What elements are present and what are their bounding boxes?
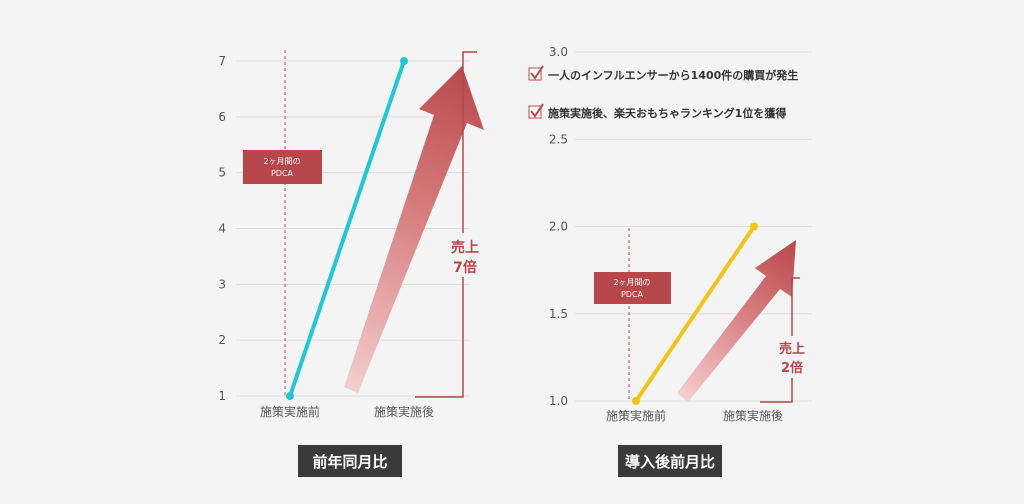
y-tick-labels: 1 2 3 4 5 6 7 (218, 54, 226, 403)
growth-label-line1: 売上 (779, 341, 805, 357)
growth-label-bg (447, 233, 479, 277)
pdca-box-line2: PDCA (621, 290, 644, 299)
y-tick-label: 4 (218, 222, 226, 236)
growth-label-bg (773, 336, 811, 378)
data-point (632, 397, 640, 405)
y-tick-label: 1.5 (549, 307, 568, 321)
pdca-box: 2ヶ月間の PDCA (594, 272, 671, 304)
growth-label-line2: 2倍 (781, 360, 803, 376)
series-sales (632, 222, 758, 405)
check-mark-icon (530, 103, 544, 118)
growth-label-line1: 売上 (451, 239, 479, 256)
series-line (634, 224, 756, 403)
checklist-item: 一人のインフルエンサーから1400件の購買が発生 (528, 65, 798, 82)
growth-bracket (415, 51, 477, 398)
checklist-item: 施策実施後、楽天おもちゃランキング1位を獲得 (528, 103, 786, 120)
x-tick-label: 施策実施前 (606, 408, 666, 423)
caption-bg (618, 445, 722, 477)
y-tick-label: 2 (218, 333, 226, 347)
pdca-box-bg (243, 150, 322, 184)
y-tick-label: 6 (218, 110, 226, 124)
caption-bg (298, 445, 402, 477)
x-tick-label: 施策実施後 (723, 408, 783, 423)
caption: 導入後前月比 (625, 453, 715, 471)
y-tick-label: 2.5 (549, 132, 568, 146)
caption: 前年同月比 (312, 453, 387, 471)
y-tick-label: 3 (218, 277, 226, 291)
series-line (288, 59, 406, 398)
growth-label-line2: 7倍 (453, 259, 477, 276)
y-tick-label: 1.0 (549, 394, 568, 408)
checkbox-icon (528, 67, 542, 81)
growth-arrow (677, 240, 796, 402)
y-tick-label: 7 (218, 54, 226, 68)
pdca-box-line1: 2ヶ月間の (263, 157, 300, 166)
growth-arrow (344, 66, 484, 393)
data-point (400, 57, 408, 65)
pdca-box: 2ヶ月間の PDCA (243, 150, 322, 184)
y-tick-labels: 1.0 1.5 2.0 2.5 3.0 (549, 45, 568, 408)
y-tick-label: 2.0 (549, 220, 568, 234)
pdca-box-line2: PDCA (271, 169, 294, 178)
pdca-box-bg (594, 272, 671, 304)
checklist-text: 一人のインフルエンサーから1400件の購買が発生 (548, 68, 798, 82)
chart-mom: 1.0 1.5 2.0 2.5 3.0 2ヶ月間の PDCA 売上 2倍 一人のインフル… (528, 45, 812, 477)
data-point (286, 392, 294, 400)
x-tick-label: 施策実施後 (374, 404, 434, 419)
checkbox-icon (528, 105, 542, 119)
chart-yoy: 1 2 3 4 5 6 7 2ヶ月間の PDCA 売上 7倍 施策実施前 施策実施後 前年同… (218, 50, 484, 477)
checklist: 一人のインフルエンサーから1400件の購買が発生 施策実施後、楽天おもちゃランキ… (528, 65, 798, 120)
pdca-box-line1: 2ヶ月間の (613, 278, 650, 287)
y-tick-label: 5 (218, 166, 226, 180)
check-mark-icon (530, 65, 544, 80)
checklist-text: 施策実施後、楽天おもちゃランキング1位を獲得 (548, 106, 786, 120)
x-tick-label: 施策実施前 (260, 404, 320, 419)
data-point (750, 222, 758, 231)
series-sales (286, 57, 408, 400)
y-tick-label: 3.0 (549, 45, 568, 59)
y-tick-label: 1 (218, 389, 226, 403)
